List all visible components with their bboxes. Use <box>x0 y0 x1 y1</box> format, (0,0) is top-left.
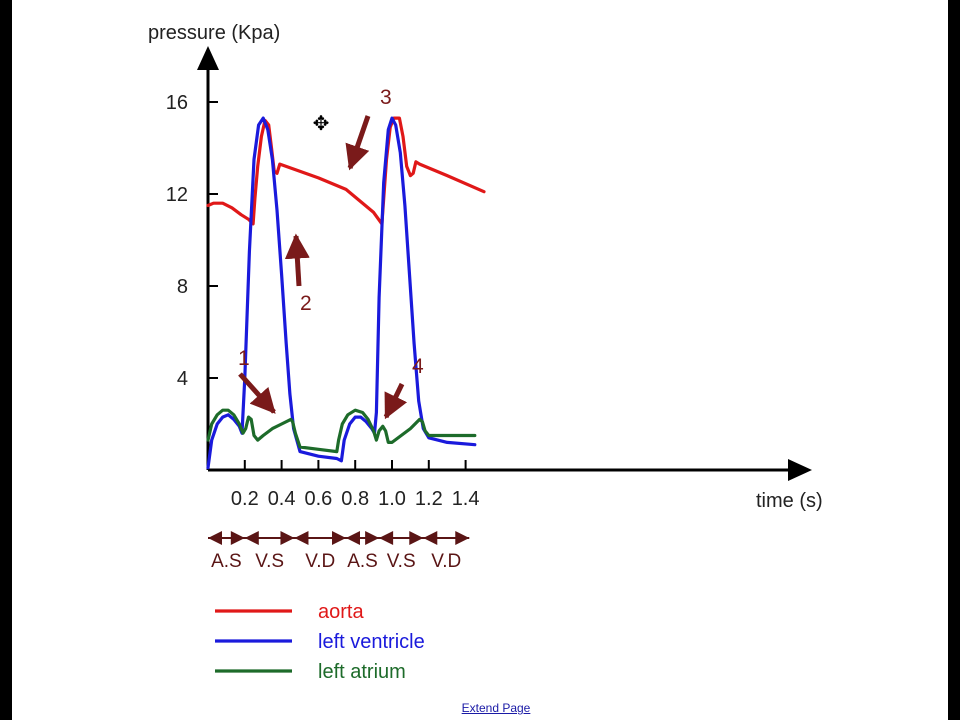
phase-label: A.S <box>347 551 378 572</box>
axes <box>197 46 812 481</box>
phase-arrow-left <box>294 531 309 545</box>
series-line-left-atrium <box>206 408 477 454</box>
extend-page-link[interactable]: Extend Page <box>461 701 531 715</box>
phase-arrow-right <box>365 531 380 545</box>
phase-arrow-left <box>423 531 438 545</box>
annotation-arrow-3 <box>345 115 371 171</box>
phase-arrow-right <box>332 531 346 545</box>
phase-arrow-right <box>455 531 470 545</box>
annotations: 1 2 3 4 ✥ <box>238 86 424 420</box>
y-tick-label: 4 <box>177 368 188 390</box>
x-tick-label: 0.6 <box>304 488 332 510</box>
phase-arrow-left <box>244 531 259 545</box>
series-line-aorta <box>206 116 486 226</box>
phase-bar: A.S V.S V.D A.S V.S V.D <box>208 531 470 572</box>
phase-arrow-right <box>280 531 295 545</box>
y-axis-label: pressure (Kpa) <box>148 22 280 44</box>
phase-arrow-right <box>230 531 245 545</box>
annotation-label-1: 1 <box>238 347 250 370</box>
phase-label: V.D <box>431 551 461 572</box>
annotation-arrow-2 <box>284 233 310 287</box>
phase-arrow-right <box>409 531 424 545</box>
legend-label: left atrium <box>318 661 406 683</box>
annotation-arrow-1 <box>238 372 276 414</box>
x-axis-label: time (s) <box>756 490 823 512</box>
x-tick-label: 1.0 <box>378 488 406 510</box>
phase-arrow-left <box>346 531 360 545</box>
phase-arrow-left <box>379 531 394 545</box>
y-tick-label: 8 <box>177 276 188 298</box>
legend-label: left ventricle <box>318 631 425 653</box>
slide-frame: 4 8 12 16 0.2 0.4 0.6 0.8 1.0 1.2 1.4 1 2 3 4 ✥ A.S V.S… <box>12 0 948 720</box>
y-tick-label: 12 <box>166 184 188 206</box>
x-tick-label: 0.2 <box>231 488 259 510</box>
y-tick-label: 16 <box>166 92 188 114</box>
phase-arrow-left <box>208 531 222 545</box>
annotation-arrow-4 <box>383 382 408 420</box>
move-cursor-icon: ✥ <box>313 113 330 135</box>
series-line-left-ventricle <box>206 116 477 470</box>
phase-label: V.D <box>305 551 335 572</box>
legend: aorta left ventricle left atrium <box>215 601 425 683</box>
series-layer <box>206 116 486 470</box>
phase-label: V.S <box>255 551 284 572</box>
x-tick-label: 1.2 <box>415 488 443 510</box>
annotation-label-2: 2 <box>300 292 312 315</box>
phase-label: V.S <box>387 551 416 572</box>
annotation-label-3: 3 <box>380 86 392 109</box>
annotation-label-4: 4 <box>412 355 424 378</box>
x-tick-label: 1.4 <box>452 488 480 510</box>
x-axis-arrowhead <box>788 459 812 481</box>
y-axis-arrowhead <box>197 46 219 70</box>
legend-label: aorta <box>318 601 364 623</box>
x-tick-label: 0.8 <box>341 488 369 510</box>
x-tick-label: 0.4 <box>268 488 296 510</box>
phase-label: A.S <box>211 551 242 572</box>
